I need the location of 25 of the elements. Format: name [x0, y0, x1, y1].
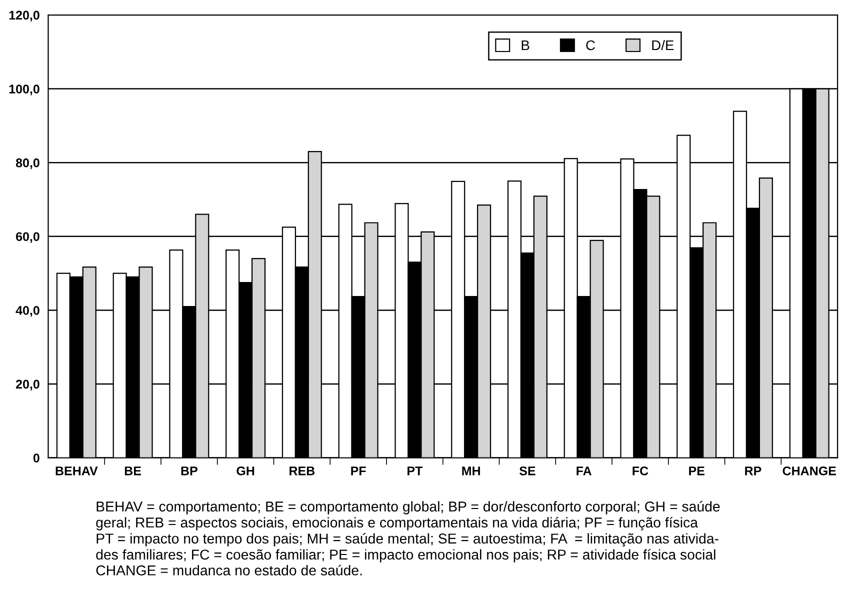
x-tick-label: RP	[745, 466, 762, 476]
legend-label: B	[522, 40, 530, 50]
text: BEHAV = comportamento; BE = comportamento global; BP = dor/desconforto corporal; GH = saúde geral; REB = aspectos sociais, emocionais e comportamentais na vida diária; PF = função física PT = impacto no tempo dos pais; MH = saúde mental; SE = autoestima; FA = limitação nas ativida- des familiares; FC = coesão familiar; PE = impacto emocional nos pais; RP = atividade física social CHANGE = mudanca no estado de saúde.	[96, 501, 720, 576]
x-tick-label: CHANGE	[782, 466, 836, 476]
x-tick-label: MH	[462, 466, 480, 476]
y-tick-label: 20,0	[16, 380, 40, 390]
y-tick-label: 40,0	[16, 306, 40, 317]
x-tick-label: SE	[519, 466, 536, 476]
legend-label: C	[586, 40, 595, 50]
x-tick-label: FA	[576, 466, 592, 476]
y-tick-label: 80,0	[16, 158, 40, 170]
x-tick-label: BP	[181, 466, 198, 476]
x-tick-label: REB	[290, 466, 315, 476]
x-tick-label: PF	[351, 466, 366, 476]
y-tick-label: 60,0	[16, 232, 40, 243]
x-tick-label: PT	[408, 466, 423, 476]
legend-label: D/E	[652, 40, 674, 50]
x-tick-label: BEHAV	[56, 466, 98, 476]
x-tick-label: FC	[632, 466, 648, 476]
y-tick-label: 120,0	[9, 10, 40, 22]
y-tick-label: 100,0	[9, 84, 40, 96]
x-tick-label: PE	[689, 466, 704, 476]
y-tick-label: 0	[33, 454, 40, 462]
x-tick-label: BE	[124, 466, 141, 476]
x-tick-label: GH	[236, 466, 254, 476]
